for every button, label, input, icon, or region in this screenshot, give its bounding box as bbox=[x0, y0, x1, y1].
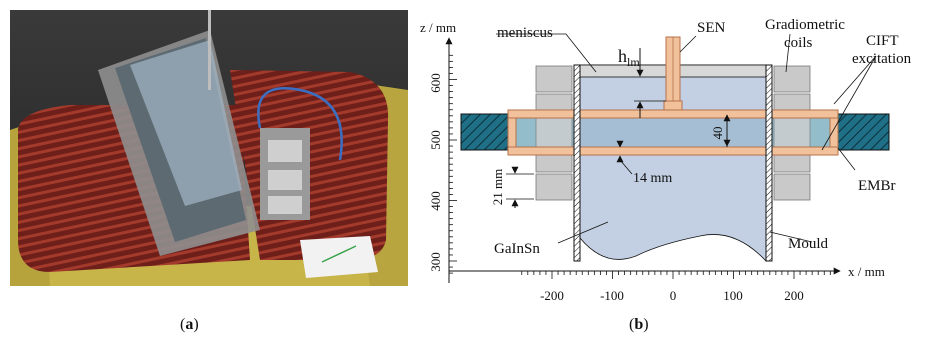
cift-coil-right-end bbox=[829, 117, 839, 148]
gradiometric-coils-left bbox=[535, 65, 573, 201]
z-tick-label: 400 bbox=[428, 191, 443, 211]
z-tick-label: 300 bbox=[428, 252, 443, 272]
z-tick-labels: 600 500 400 300 bbox=[428, 73, 443, 272]
dim-40-label: 40 bbox=[710, 127, 725, 140]
embr-field-band bbox=[513, 118, 835, 147]
x-tick-label: -100 bbox=[600, 288, 624, 303]
x-tick-label: -200 bbox=[540, 288, 564, 303]
z-tick-label: 500 bbox=[428, 130, 443, 150]
x-tick-labels: -200 -100 0 100 200 bbox=[540, 288, 804, 303]
cift-coil-upper bbox=[507, 109, 839, 119]
meniscus-label: meniscus bbox=[497, 25, 553, 41]
gradiometric-label-1: Gradiometric bbox=[765, 17, 845, 33]
experiment-photo bbox=[10, 10, 408, 286]
cift-coil-lower bbox=[507, 146, 839, 156]
embr-label: EMBr bbox=[858, 178, 896, 194]
mould-wall-right bbox=[765, 64, 773, 262]
z-axis bbox=[445, 37, 457, 283]
embr-right-yoke bbox=[834, 113, 890, 151]
cift-coil-left-end bbox=[507, 117, 517, 148]
x-axis bbox=[449, 267, 841, 279]
cift-label-2: excitation bbox=[852, 51, 912, 67]
gradiometric-coils-right bbox=[773, 65, 811, 201]
sen-nozzle bbox=[663, 36, 683, 111]
meniscus-band bbox=[579, 64, 767, 78]
z-axis-label: z / mm bbox=[420, 20, 456, 35]
embr-left-yoke bbox=[460, 113, 514, 151]
z-tick-label: 600 bbox=[428, 73, 443, 93]
cift-label-1: CIFT bbox=[866, 33, 899, 49]
x-tick-label: 200 bbox=[784, 288, 804, 303]
mould-wall-left bbox=[573, 64, 581, 262]
x-tick-label: 100 bbox=[723, 288, 743, 303]
caption-b: (b) bbox=[629, 316, 649, 333]
liquid-metal-gainsn bbox=[579, 64, 767, 263]
callout-lines bbox=[496, 33, 877, 244]
x-axis-label: x / mm bbox=[848, 264, 885, 279]
embr-mould-band bbox=[580, 118, 766, 147]
mould-label: Mould bbox=[788, 236, 829, 252]
sen-label: SEN bbox=[697, 20, 726, 36]
caption-a: (a) bbox=[180, 316, 199, 333]
experiment-photo-illustration bbox=[10, 10, 408, 286]
x-tick-label: 0 bbox=[670, 288, 677, 303]
gainsn-label: GaInSn bbox=[494, 241, 540, 257]
dim-14-label: 14 mm bbox=[633, 171, 672, 186]
h-lm-label: hlm bbox=[618, 46, 640, 69]
gradiometric-label-2: coils bbox=[784, 35, 812, 51]
dim-21-label: 21 mm bbox=[490, 169, 505, 205]
